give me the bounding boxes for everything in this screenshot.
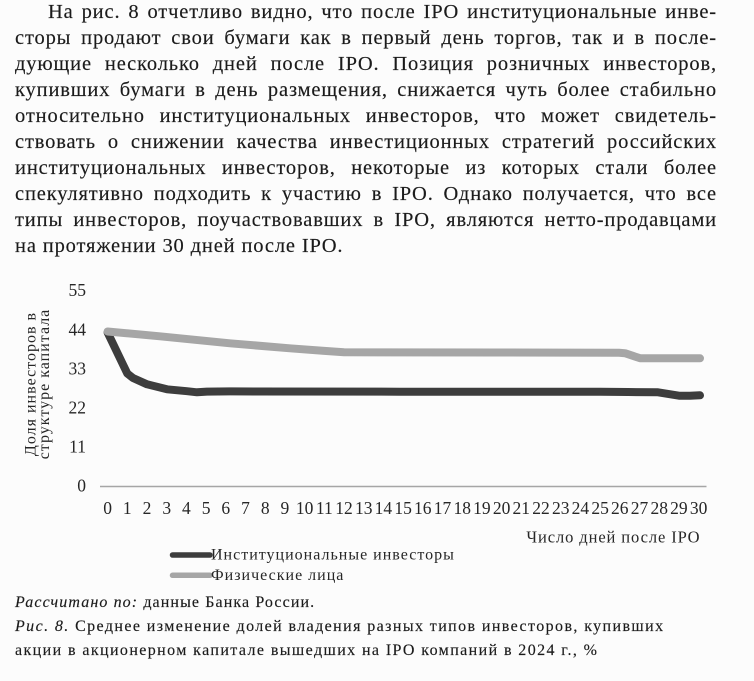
svg-text:33: 33 — [69, 358, 87, 378]
svg-text:Физические лица: Физические лица — [211, 567, 344, 584]
svg-text:11: 11 — [69, 437, 86, 457]
svg-text:16: 16 — [414, 498, 432, 518]
svg-text:0: 0 — [103, 498, 112, 518]
svg-text:12: 12 — [335, 498, 353, 518]
svg-text:Доля инвесторов в: Доля инвесторов в — [23, 312, 40, 456]
svg-text:30: 30 — [690, 498, 708, 518]
svg-text:5: 5 — [202, 498, 211, 518]
svg-text:25: 25 — [591, 498, 609, 518]
svg-text:10: 10 — [296, 498, 314, 518]
svg-text:3: 3 — [162, 498, 171, 518]
svg-text:13: 13 — [355, 498, 373, 518]
svg-text:28: 28 — [650, 498, 668, 518]
svg-text:19: 19 — [473, 498, 491, 518]
svg-text:4: 4 — [182, 498, 191, 518]
svg-text:26: 26 — [611, 498, 629, 518]
svg-text:структуре капитала: структуре капитала — [36, 309, 53, 460]
svg-text:21: 21 — [513, 498, 531, 518]
svg-text:18: 18 — [453, 498, 471, 518]
svg-text:23: 23 — [552, 498, 570, 518]
svg-text:55: 55 — [69, 280, 87, 300]
svg-text:22: 22 — [532, 498, 550, 518]
svg-text:15: 15 — [394, 498, 412, 518]
svg-text:17: 17 — [434, 498, 452, 518]
svg-text:24: 24 — [572, 498, 590, 518]
svg-text:44: 44 — [69, 319, 87, 339]
svg-text:2: 2 — [143, 498, 152, 518]
svg-text:22: 22 — [69, 398, 87, 418]
svg-text:6: 6 — [221, 498, 230, 518]
svg-text:Институциональные инвесторы: Институциональные инвесторы — [211, 547, 455, 564]
svg-text:14: 14 — [375, 498, 393, 518]
svg-text:9: 9 — [281, 498, 290, 518]
svg-text:8: 8 — [261, 498, 270, 518]
svg-text:1: 1 — [123, 498, 132, 518]
svg-text:27: 27 — [631, 498, 649, 518]
svg-text:7: 7 — [241, 498, 250, 518]
svg-text:11: 11 — [316, 498, 333, 518]
svg-text:0: 0 — [77, 476, 86, 496]
svg-text:Число дней после IPO: Число дней после IPO — [526, 528, 700, 547]
svg-text:29: 29 — [670, 498, 688, 518]
svg-text:20: 20 — [493, 498, 511, 518]
